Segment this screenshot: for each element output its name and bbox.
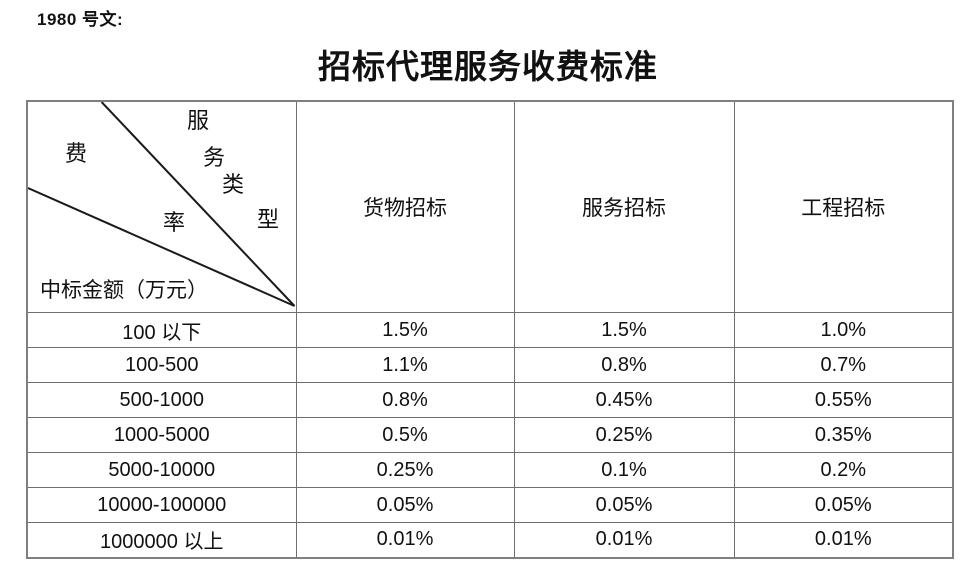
corner-type-char-2: 务 bbox=[203, 145, 226, 170]
diagonal-corner-content: 费 率 服 务 类 型 中标金额（万元） bbox=[28, 102, 296, 312]
row-label-amount-range: 1000-5000 bbox=[26, 417, 297, 453]
corner-type-char-1: 服 bbox=[187, 108, 210, 133]
diagonal-lines-icon bbox=[28, 102, 296, 307]
cell-engineering-rate: 1.0% bbox=[733, 312, 954, 348]
row-label-amount-range: 5000-10000 bbox=[26, 452, 297, 488]
column-header-service: 服务招标 bbox=[513, 100, 735, 313]
cell-engineering-rate: 0.55% bbox=[733, 382, 954, 418]
table-row: 500-1000 0.8% 0.45% 0.55% bbox=[26, 382, 954, 418]
table-row: 1000000 以上 0.01% 0.01% 0.01% bbox=[26, 522, 954, 558]
page-title: 招标代理服务收费标准 bbox=[318, 50, 658, 86]
cell-engineering-rate: 0.01% bbox=[733, 522, 954, 558]
corner-fee-char-2: 率 bbox=[163, 210, 186, 235]
diagonal-corner-cell: 费 率 服 务 类 型 中标金额（万元） bbox=[26, 100, 297, 313]
fee-standard-table: 费 率 服 务 类 型 中标金额（万元） 货物招标 服务招标 工程招标 100 … bbox=[26, 100, 954, 559]
cell-engineering-rate: 0.7% bbox=[733, 347, 954, 383]
cell-goods-rate: 0.5% bbox=[295, 417, 515, 453]
table-row: 100 以下 1.5% 1.5% 1.0% bbox=[26, 312, 954, 348]
cell-goods-rate: 0.01% bbox=[295, 522, 515, 558]
corner-type-char-4: 型 bbox=[257, 207, 280, 232]
cell-service-rate: 0.1% bbox=[513, 452, 735, 488]
row-label-amount-range: 500-1000 bbox=[26, 382, 297, 418]
table-row: 1000-5000 0.5% 0.25% 0.35% bbox=[26, 417, 954, 453]
row-label-amount-range: 1000000 以上 bbox=[26, 522, 297, 558]
row-label-amount-range: 100 以下 bbox=[26, 312, 297, 348]
corner-type-char-3: 类 bbox=[222, 172, 245, 197]
corner-fee-char-1: 费 bbox=[65, 141, 88, 166]
cell-service-rate: 0.05% bbox=[513, 487, 735, 523]
cell-goods-rate: 0.25% bbox=[295, 452, 515, 488]
cell-service-rate: 0.45% bbox=[513, 382, 735, 418]
cell-engineering-rate: 0.05% bbox=[733, 487, 954, 523]
cell-service-rate: 1.5% bbox=[513, 312, 735, 348]
row-label-amount-range: 100-500 bbox=[26, 347, 297, 383]
cell-goods-rate: 0.8% bbox=[295, 382, 515, 418]
cell-service-rate: 0.01% bbox=[513, 522, 735, 558]
cell-engineering-rate: 0.35% bbox=[733, 417, 954, 453]
corner-amount-label: 中标金额（万元） bbox=[40, 278, 208, 302]
table-row: 100-500 1.1% 0.8% 0.7% bbox=[26, 347, 954, 383]
cell-goods-rate: 1.1% bbox=[295, 347, 515, 383]
table-header-row: 费 率 服 务 类 型 中标金额（万元） 货物招标 服务招标 工程招标 bbox=[26, 100, 954, 313]
cell-engineering-rate: 0.2% bbox=[733, 452, 954, 488]
column-header-goods: 货物招标 bbox=[295, 100, 515, 313]
cell-service-rate: 0.8% bbox=[513, 347, 735, 383]
cell-goods-rate: 1.5% bbox=[295, 312, 515, 348]
row-label-amount-range: 10000-100000 bbox=[26, 487, 297, 523]
cell-service-rate: 0.25% bbox=[513, 417, 735, 453]
table-row: 5000-10000 0.25% 0.1% 0.2% bbox=[26, 452, 954, 488]
cell-goods-rate: 0.05% bbox=[295, 487, 515, 523]
column-header-engineering: 工程招标 bbox=[733, 100, 954, 313]
table-row: 10000-100000 0.05% 0.05% 0.05% bbox=[26, 487, 954, 523]
doc-reference-label: 1980 号文: bbox=[37, 10, 124, 29]
